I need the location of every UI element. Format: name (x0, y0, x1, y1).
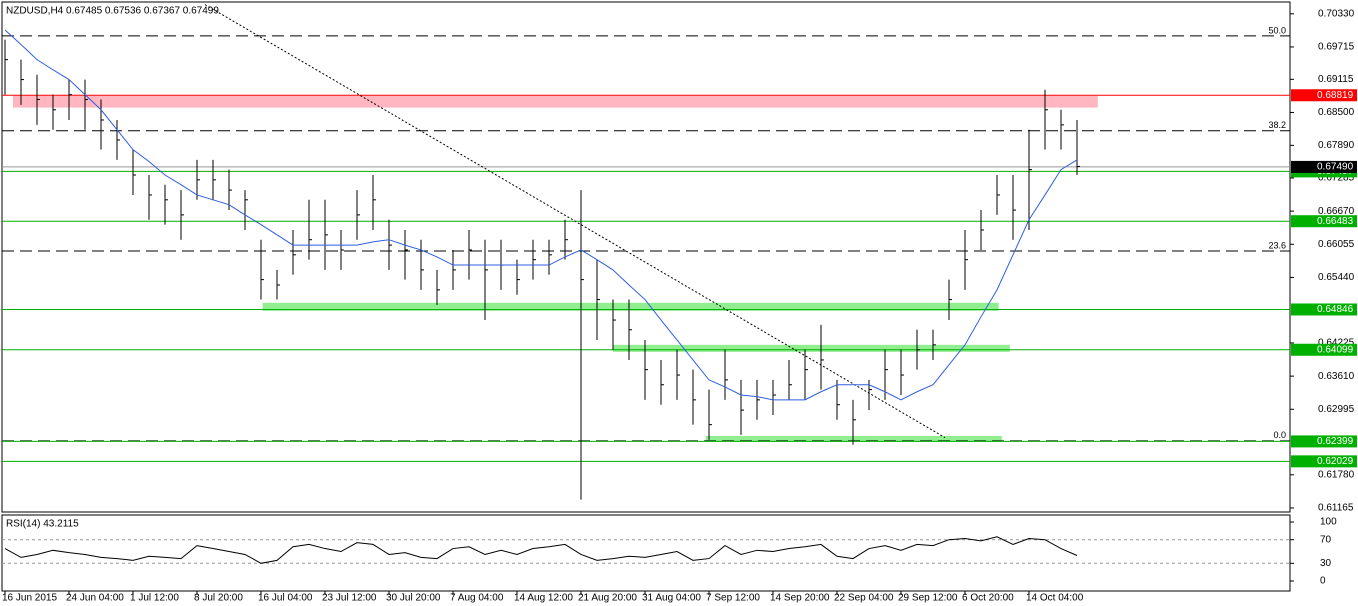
y-tick-label: 0.66055 (1318, 239, 1355, 250)
moving-average (4, 29, 1078, 401)
x-tick-label: 29 Sep 12:00 (898, 593, 958, 604)
x-tick-label: 21 Aug 20:00 (578, 593, 637, 604)
y-tick-label: 0.65440 (1318, 272, 1355, 283)
zone (613, 344, 1010, 352)
fib-label: 38.2 (1268, 120, 1286, 130)
level-label-box (1291, 303, 1357, 316)
level-label-box (1291, 215, 1357, 228)
y-tick-label: 0.69715 (1318, 42, 1355, 53)
y-tick-label: 0.66670 (1318, 206, 1355, 217)
level-label: 0.68819 (1317, 90, 1354, 101)
rsi-title: RSI(14) 43.2115 (6, 519, 79, 530)
level-label-box (1291, 455, 1357, 468)
x-tick-label: 8 Jul 20:00 (194, 593, 243, 604)
x-tick-label: 22 Sep 04:00 (834, 593, 894, 604)
level-label: 0.64846 (1317, 304, 1354, 315)
y-tick-label: 0.69115 (1318, 74, 1354, 85)
last-price-box (1291, 160, 1357, 173)
y-tick-label: 0.67890 (1318, 140, 1355, 151)
chart-title: NZDUSD,H4 0.67485 0.67536 0.67367 0.6749… (6, 6, 219, 17)
x-tick-label: 14 Sep 20:00 (770, 593, 830, 604)
level-label: 0.62399 (1317, 436, 1354, 447)
level-label-box (1291, 343, 1357, 356)
level-label: 0.62029 (1317, 456, 1354, 467)
x-tick-label: 30 Jul 20:00 (386, 593, 441, 604)
x-tick-label: 7 Aug 04:00 (450, 593, 504, 604)
rsi-tick-label: 100 (1320, 517, 1337, 528)
y-tick-label: 0.64225 (1318, 338, 1355, 349)
x-tick-label: 14 Aug 12:00 (514, 593, 573, 604)
x-tick-label: 16 Jul 04:00 (258, 593, 313, 604)
last-price-label: 0.67490 (1317, 162, 1354, 173)
y-tick-label: 0.62995 (1318, 404, 1355, 415)
rsi-tick-label: 30 (1320, 558, 1332, 569)
x-tick-label: 16 Jun 2015 (2, 593, 57, 604)
zone (13, 95, 1098, 108)
zone (705, 435, 1002, 442)
y-tick-label: 0.68500 (1318, 107, 1355, 118)
rsi-tick-label: 70 (1320, 534, 1332, 545)
x-tick-label: 24 Jun 04:00 (66, 593, 124, 604)
y-tick-label: 0.61780 (1318, 469, 1355, 480)
level-label: 0.66483 (1317, 216, 1354, 227)
rsi-tick-label: 0 (1320, 576, 1326, 587)
fib-label: 0.0 (1273, 430, 1286, 440)
fib-label: 50.0 (1268, 25, 1286, 35)
x-tick-label: 23 Jul 12:00 (322, 593, 377, 604)
rsi-line (4, 536, 1078, 564)
y-tick-label: 0.70330 (1318, 8, 1355, 19)
level-label-box (1291, 435, 1357, 448)
trendline (204, 4, 946, 439)
x-tick-label: 31 Aug 04:00 (642, 593, 701, 604)
x-tick-label: 1 Jul 12:00 (130, 593, 179, 604)
rsi-frame (1, 514, 1291, 592)
level-label-box (1291, 89, 1357, 102)
fib-label: 23.6 (1268, 240, 1286, 250)
y-tick-label: 0.67285 (1318, 173, 1355, 184)
x-tick-label: 6 Oct 20:00 (962, 593, 1014, 604)
y-tick-label: 0.61165 (1318, 503, 1354, 514)
level-label: 0.64099 (1317, 344, 1354, 355)
zone (262, 302, 999, 311)
x-tick-label: 7 Sep 12:00 (706, 593, 760, 604)
y-tick-label: 0.63610 (1318, 371, 1355, 382)
x-tick-label: 14 Oct 04:00 (1026, 593, 1084, 604)
main-frame (1, 1, 1291, 513)
